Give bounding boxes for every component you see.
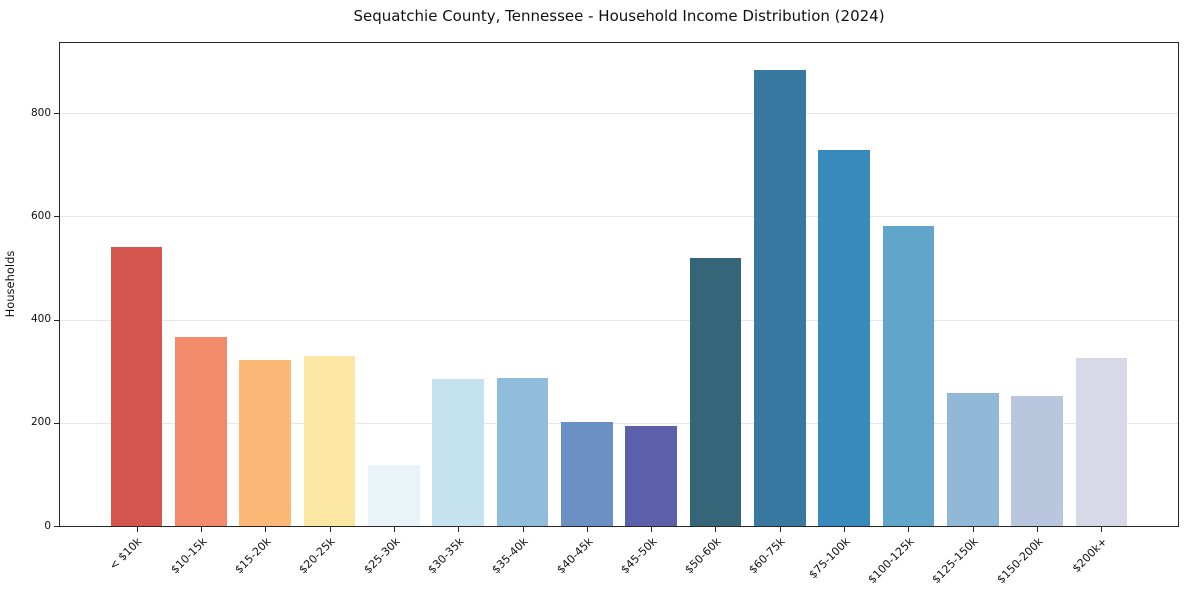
bar bbox=[882, 225, 935, 526]
plot-area bbox=[59, 42, 1179, 527]
bar bbox=[239, 359, 291, 526]
x-axis-tick bbox=[715, 527, 717, 532]
x-tick-label: $50-60k bbox=[682, 535, 724, 577]
x-axis-tick bbox=[779, 527, 781, 532]
x-axis-tick bbox=[1101, 527, 1103, 532]
gridline bbox=[60, 422, 1178, 424]
x-tick-label: $25-30k bbox=[360, 535, 403, 577]
x-tick-label: $45-50k bbox=[618, 535, 660, 577]
gridline bbox=[60, 216, 1178, 218]
bar bbox=[754, 69, 806, 526]
y-axis-tick bbox=[54, 526, 59, 527]
x-tick-label: $30-35k bbox=[425, 535, 467, 577]
y-tick-label: 200 bbox=[30, 416, 51, 429]
x-axis-tick bbox=[265, 527, 267, 532]
y-axis-tick bbox=[54, 113, 59, 115]
y-tick-label: 600 bbox=[30, 209, 51, 222]
x-tick-label: $15-20k bbox=[232, 535, 274, 577]
bar bbox=[818, 149, 870, 526]
bar bbox=[947, 393, 999, 526]
x-axis-tick bbox=[844, 527, 846, 532]
bar bbox=[110, 247, 163, 526]
x-axis-tick bbox=[1037, 527, 1039, 532]
x-tick-label: $20-25k bbox=[296, 535, 338, 577]
y-tick-label: 400 bbox=[30, 313, 51, 326]
bar bbox=[561, 421, 613, 526]
bar bbox=[432, 379, 484, 526]
x-axis-tick bbox=[972, 527, 974, 532]
chart-title: Sequatchie County, Tennessee - Household… bbox=[353, 7, 885, 25]
x-tick-label: $150-200k bbox=[994, 535, 1046, 587]
x-tick-label: $10-15k bbox=[167, 535, 210, 577]
x-tick-label: $200k+ bbox=[1069, 535, 1110, 576]
y-axis-tick bbox=[54, 422, 59, 424]
bar bbox=[303, 355, 356, 526]
x-axis-tick bbox=[393, 527, 395, 532]
bar bbox=[625, 425, 677, 526]
gridline bbox=[60, 113, 1178, 115]
bar bbox=[1011, 396, 1063, 526]
y-axis-tick bbox=[54, 319, 59, 321]
x-tick-label: $40-45k bbox=[553, 535, 596, 577]
x-tick-label: $75-100k bbox=[806, 535, 853, 582]
bar bbox=[689, 258, 742, 526]
y-axis-label: Households bbox=[3, 250, 17, 318]
bar bbox=[1075, 358, 1128, 526]
y-tick-label: 0 bbox=[44, 519, 51, 532]
x-axis-tick bbox=[458, 527, 460, 532]
bar bbox=[496, 377, 549, 526]
bar bbox=[368, 464, 420, 526]
x-axis-tick bbox=[329, 527, 331, 532]
x-axis-tick bbox=[200, 527, 202, 532]
x-axis-tick bbox=[522, 527, 524, 532]
y-tick-label: 800 bbox=[30, 106, 51, 119]
x-axis-tick bbox=[908, 527, 910, 532]
x-tick-label: $100-125k bbox=[865, 535, 917, 587]
x-axis-tick bbox=[651, 527, 653, 532]
x-tick-label: $60-75k bbox=[746, 535, 789, 577]
bar bbox=[175, 336, 227, 526]
x-tick-label: $125-150k bbox=[929, 535, 982, 587]
gridline bbox=[60, 319, 1178, 321]
x-axis-tick bbox=[586, 527, 588, 532]
x-tick-label: < $10k bbox=[107, 535, 145, 573]
y-axis-tick bbox=[54, 216, 59, 218]
x-tick-label: $35-40k bbox=[489, 535, 531, 577]
x-axis-tick bbox=[136, 527, 138, 532]
